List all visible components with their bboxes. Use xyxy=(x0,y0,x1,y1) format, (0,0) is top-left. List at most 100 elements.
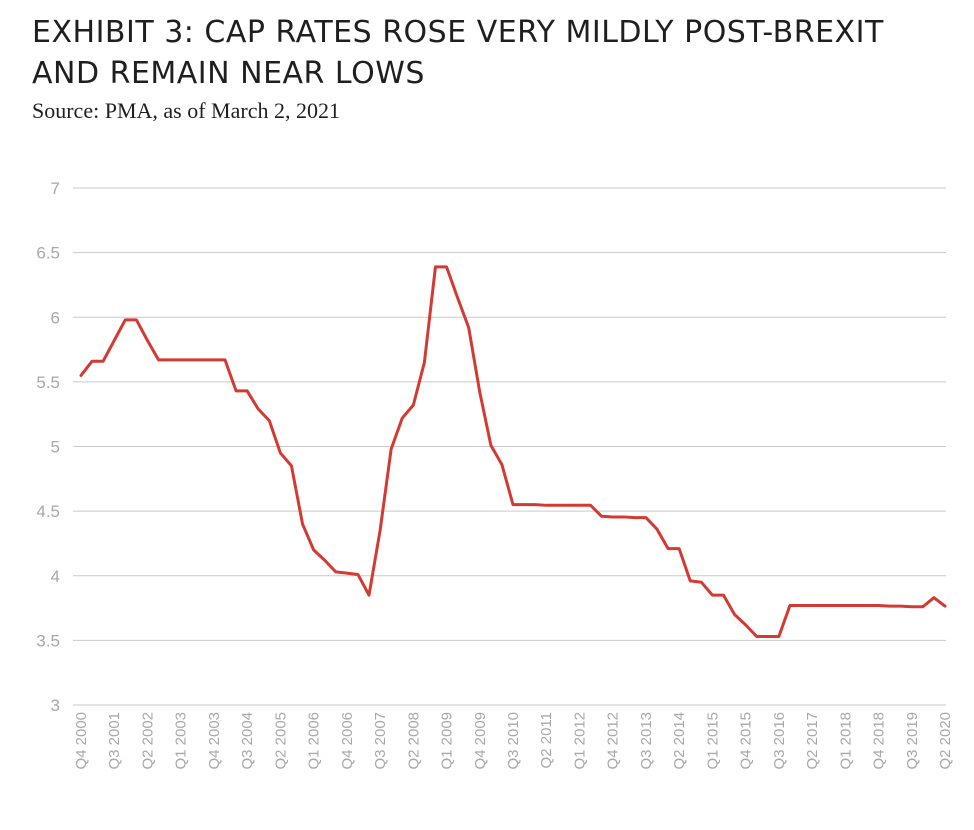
data-point xyxy=(500,463,503,466)
x-tick-label: Q3 2013 xyxy=(638,712,655,770)
data-point xyxy=(489,444,492,447)
data-point xyxy=(190,358,193,361)
series-layer xyxy=(79,265,947,638)
data-point xyxy=(456,296,459,299)
data-point xyxy=(168,358,171,361)
data-point xyxy=(102,360,105,363)
data-point xyxy=(113,339,116,342)
data-point xyxy=(855,604,858,607)
data-point xyxy=(246,389,249,392)
data-point xyxy=(689,579,692,582)
data-point xyxy=(91,360,94,363)
data-point xyxy=(379,529,382,532)
data-point xyxy=(545,504,548,507)
x-tick-label: Q1 2015 xyxy=(704,712,721,770)
x-tick-label: Q1 2006 xyxy=(306,712,323,770)
data-point xyxy=(833,604,836,607)
data-point xyxy=(800,604,803,607)
data-point xyxy=(611,515,614,518)
y-tick-label: 3.5 xyxy=(36,631,60,650)
data-point xyxy=(345,572,348,575)
data-point xyxy=(212,358,215,361)
x-tick-label: Q2 2011 xyxy=(538,712,555,768)
data-point xyxy=(766,635,769,638)
data-point xyxy=(622,515,625,518)
data-point xyxy=(556,504,559,507)
data-point xyxy=(80,374,83,377)
x-tick-label: Q4 2012 xyxy=(605,712,622,770)
y-tick-label: 6.5 xyxy=(36,244,60,263)
data-point xyxy=(567,504,570,507)
data-point xyxy=(434,265,437,268)
x-tick-label: Q3 2004 xyxy=(239,712,256,770)
x-tick-label: Q3 2001 xyxy=(106,712,123,770)
cap-rate-series-line xyxy=(79,265,947,638)
x-tick-label: Q2 2005 xyxy=(272,712,289,770)
data-point xyxy=(755,635,758,638)
data-point xyxy=(268,419,271,422)
y-tick-label: 5 xyxy=(51,438,60,457)
data-point xyxy=(356,573,359,576)
data-point xyxy=(201,358,204,361)
data-points xyxy=(80,265,947,638)
data-point xyxy=(899,605,902,608)
data-point xyxy=(656,528,659,531)
x-tick-label: Q3 2010 xyxy=(505,712,522,770)
x-tick-label: Q4 2015 xyxy=(738,712,755,770)
data-point xyxy=(135,318,138,321)
x-tick-label: Q1 2012 xyxy=(571,712,588,770)
x-tick-label: Q4 2003 xyxy=(206,712,223,770)
data-point xyxy=(877,604,880,607)
data-point xyxy=(811,604,814,607)
x-tick-label: Q4 2009 xyxy=(472,712,489,770)
data-point xyxy=(667,547,670,550)
data-point xyxy=(777,635,780,638)
x-tick-label: Q1 2003 xyxy=(173,712,190,770)
data-point xyxy=(678,547,681,550)
x-tick-label: Q3 2007 xyxy=(372,712,389,770)
data-point xyxy=(700,581,703,584)
x-tick-label: Q1 2009 xyxy=(439,712,456,770)
x-tick-label: Q2 2020 xyxy=(937,712,954,770)
y-tick-label: 7 xyxy=(51,179,60,198)
data-point xyxy=(866,604,869,607)
data-point xyxy=(711,594,714,597)
data-point xyxy=(788,604,791,607)
data-point xyxy=(944,605,947,608)
data-point xyxy=(290,464,293,467)
data-point xyxy=(467,326,470,329)
data-point xyxy=(224,358,227,361)
grid-lines xyxy=(73,187,946,706)
x-tick-label: Q4 2000 xyxy=(73,712,90,770)
data-point xyxy=(523,503,526,506)
data-point xyxy=(600,515,603,518)
data-point xyxy=(312,548,315,551)
data-point xyxy=(578,504,581,507)
x-tick-label: Q2 2008 xyxy=(405,712,422,770)
data-point xyxy=(644,516,647,519)
y-tick-label: 4.5 xyxy=(36,502,60,521)
x-tick-label: Q3 2019 xyxy=(904,712,921,770)
chart-title: EXHIBIT 3: CAP RATES ROSE VERY MILDLY PO… xyxy=(32,15,884,91)
data-point xyxy=(633,516,636,519)
y-axis-ticks: 3 3.5 4 4.5 5 5.5 6 6.5 7 xyxy=(36,179,60,715)
data-point xyxy=(423,361,426,364)
data-point xyxy=(412,404,415,407)
data-point xyxy=(534,503,537,506)
x-tick-label: Q4 2006 xyxy=(339,712,356,770)
x-tick-label: Q1 2018 xyxy=(837,712,854,770)
data-point xyxy=(334,570,337,573)
data-point xyxy=(932,596,935,599)
data-point xyxy=(512,503,515,506)
data-point xyxy=(589,504,592,507)
data-point xyxy=(179,358,182,361)
x-tick-label: Q2 2017 xyxy=(804,712,821,770)
data-point xyxy=(844,604,847,607)
data-point xyxy=(301,523,304,526)
data-point xyxy=(445,265,448,268)
data-point xyxy=(157,358,160,361)
data-point xyxy=(478,391,481,394)
data-point xyxy=(257,408,260,411)
data-point xyxy=(124,318,127,321)
